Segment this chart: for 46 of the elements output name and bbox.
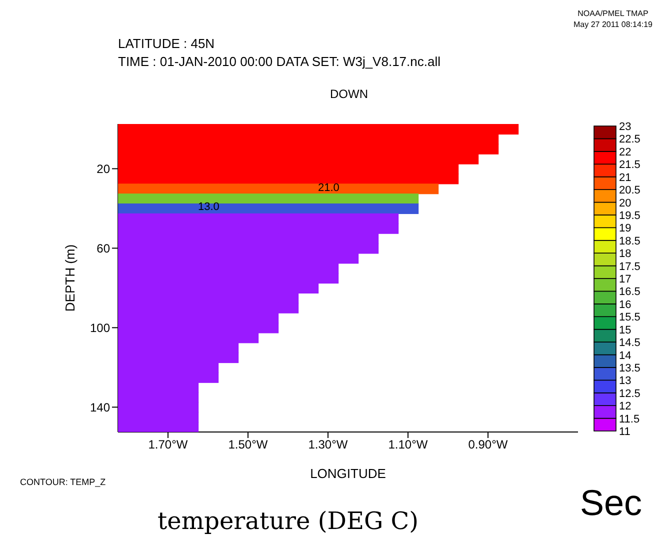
- text: NOAA/PMEL TMAP: [576, 9, 650, 19]
- text: May 27 2011 08:14:19: [572, 20, 654, 30]
- x-tick-label: 1.50°W: [228, 438, 268, 452]
- color-bar-label: 21: [619, 172, 632, 184]
- x-axis-title: LONGITUDE: [310, 466, 386, 481]
- color-bar-label: 13: [619, 375, 632, 388]
- text: DOWN: [330, 87, 368, 102]
- color-bar-label: 17.5: [619, 260, 640, 273]
- color-bar-label: 14.5: [619, 337, 640, 350]
- y-axis-title: DEPTH (m): [62, 244, 78, 312]
- x-tick-label: 0.90°W: [468, 438, 508, 452]
- annotation: 13.0: [198, 201, 220, 214]
- color-bar-label: 18.5: [619, 235, 640, 248]
- color-bar-label: 19.5: [619, 210, 640, 222]
- color-bar-label: 22: [619, 146, 632, 158]
- chart-title: LATITUDE : 45N: [118, 36, 215, 51]
- chart-subtitle: TIME : 01-JAN-2010 00:00 DATA SET: W3j_V8.17.nc.all: [118, 54, 440, 69]
- color-bar-label: 18: [619, 248, 632, 260]
- y-tick-label: 60: [96, 241, 110, 256]
- color-bar-label: 21.5: [619, 159, 640, 172]
- color-bar-label: 17: [619, 274, 632, 286]
- color-bar-label: 23: [619, 121, 632, 133]
- color-bar-label: 11: [619, 426, 630, 438]
- x-tick-label: 1.10°W: [388, 438, 428, 452]
- y-tick-label: 20: [96, 162, 110, 176]
- color-bar-label: 15: [619, 324, 632, 336]
- y-tick-label: 140: [90, 400, 110, 414]
- text: temperature (DEG C): [156, 507, 420, 535]
- annotation: 21.0: [318, 182, 340, 194]
- color-bar-label: 11.5: [619, 413, 640, 426]
- color-bar-label: 15.5: [619, 312, 640, 324]
- text: Sec: [580, 482, 642, 523]
- color-bar-label: 22.5: [619, 134, 640, 146]
- x-tick-label: 1.30°W: [308, 438, 348, 452]
- color-bar-label: 16.5: [619, 286, 640, 298]
- color-bar-label: 14: [619, 350, 632, 362]
- color-bar-label: 20.5: [619, 184, 640, 197]
- color-bar-label: 19: [619, 222, 632, 235]
- color-bar-label: 12: [619, 400, 632, 413]
- color-bar-label: 12.5: [619, 388, 640, 400]
- x-tick-label: 1.70°W: [148, 438, 188, 452]
- color-bar-label: 16: [619, 298, 632, 311]
- y-tick-label: 100: [90, 320, 110, 335]
- color-bar-label: 13.5: [619, 362, 640, 374]
- color-bar-label: 20: [619, 197, 632, 210]
- text: CONTOUR: TEMP_Z: [20, 477, 106, 488]
